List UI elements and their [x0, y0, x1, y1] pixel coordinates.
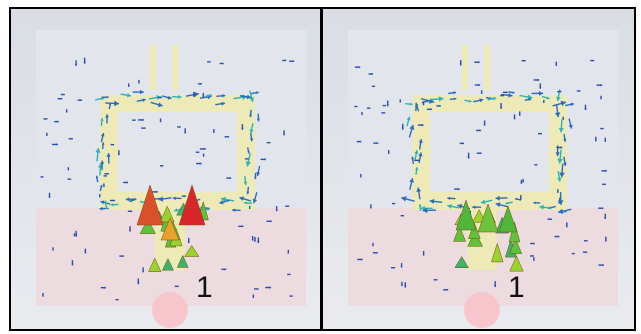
port-label: 1 [196, 271, 213, 304]
panel: 1 [10, 8, 321, 330]
page: 1 1 (() => { const data = JSON.parse(doc… [0, 0, 641, 334]
trace [150, 45, 156, 90]
trace [462, 45, 468, 90]
trace [172, 45, 178, 90]
panel: 1 [322, 8, 635, 330]
port [464, 292, 500, 328]
port [152, 292, 188, 328]
port-label: 1 [508, 271, 525, 304]
screenshot: 1 1 [0, 0, 641, 334]
trace [484, 45, 490, 90]
